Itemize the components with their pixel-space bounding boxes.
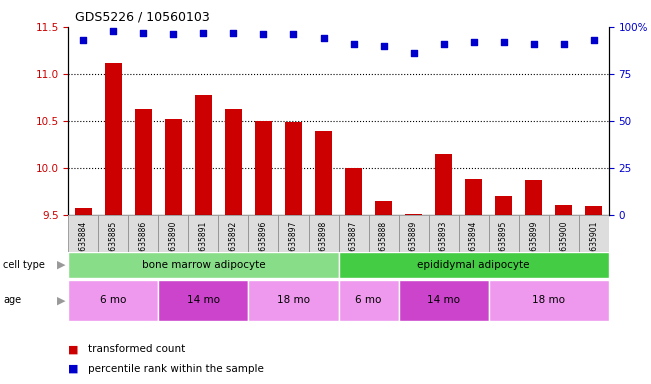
Bar (68, 280, 158, 321)
Text: GSM635899: GSM635899 (529, 220, 538, 267)
Point (138, 30, 148, 36)
Bar (285, 122, 302, 215)
Bar (68, 215, 98, 252)
Bar (465, 179, 482, 215)
Text: GSM635896: GSM635896 (259, 220, 268, 267)
Point (168, 31, 178, 38)
Text: ■: ■ (68, 364, 79, 374)
Point (438, 41, 449, 47)
Bar (549, 215, 579, 252)
Text: bone marrow adipocyte: bone marrow adipocyte (142, 260, 265, 270)
Point (288, 31, 299, 38)
Bar (398, 280, 489, 321)
Bar (489, 280, 609, 321)
Bar (428, 215, 458, 252)
Bar (345, 168, 362, 215)
Bar (279, 215, 309, 252)
Text: GSM635893: GSM635893 (439, 220, 448, 267)
Text: cell type: cell type (3, 260, 45, 270)
Point (589, 37, 599, 43)
Bar (585, 206, 602, 215)
Text: GSM635900: GSM635900 (559, 220, 568, 267)
Bar (105, 63, 122, 215)
Point (198, 30, 208, 36)
Text: 6 mo: 6 mo (355, 295, 381, 306)
Text: GSM635887: GSM635887 (349, 220, 358, 267)
Text: GSM635895: GSM635895 (499, 220, 508, 267)
Text: 18 mo: 18 mo (277, 295, 310, 306)
Text: GSM635894: GSM635894 (469, 220, 478, 267)
Text: ▶: ▶ (57, 295, 65, 306)
Bar (489, 215, 519, 252)
Point (348, 41, 359, 47)
Text: percentile rank within the sample: percentile rank within the sample (88, 364, 264, 374)
Point (378, 43, 389, 49)
Point (499, 39, 509, 45)
Text: ▶: ▶ (57, 260, 65, 270)
Bar (339, 280, 398, 321)
Bar (375, 201, 392, 215)
Bar (255, 121, 271, 215)
Bar (315, 131, 332, 215)
Text: GSM635886: GSM635886 (139, 220, 148, 267)
Bar (525, 180, 542, 215)
Bar (339, 215, 368, 252)
Bar (158, 215, 188, 252)
Point (529, 41, 539, 47)
Text: GSM635897: GSM635897 (289, 220, 298, 267)
Bar (309, 215, 339, 252)
Bar (128, 215, 158, 252)
Point (78, 37, 89, 43)
Text: ■: ■ (68, 344, 79, 354)
Bar (158, 280, 249, 321)
Text: GSM635884: GSM635884 (79, 220, 88, 267)
Point (258, 31, 269, 38)
Text: 14 mo: 14 mo (427, 295, 460, 306)
Bar (225, 109, 242, 215)
Bar (195, 94, 212, 215)
Text: GSM635889: GSM635889 (409, 220, 418, 267)
Bar (68, 215, 609, 252)
Bar (339, 252, 609, 278)
Text: GSM635892: GSM635892 (229, 220, 238, 267)
Text: 14 mo: 14 mo (187, 295, 220, 306)
Text: age: age (3, 295, 21, 306)
Text: GDS5226 / 10560103: GDS5226 / 10560103 (75, 10, 210, 23)
Text: GSM635890: GSM635890 (169, 220, 178, 267)
Bar (219, 215, 249, 252)
Point (318, 35, 329, 41)
Text: GSM635901: GSM635901 (589, 220, 598, 267)
Bar (368, 215, 398, 252)
Bar (406, 214, 422, 215)
Point (559, 41, 569, 47)
Bar (68, 252, 339, 278)
Bar (495, 196, 512, 215)
Bar (436, 154, 452, 215)
Point (469, 39, 479, 45)
Bar (98, 215, 128, 252)
Point (108, 28, 118, 34)
Bar (75, 207, 92, 215)
Bar (398, 215, 428, 252)
Text: transformed count: transformed count (88, 344, 185, 354)
Bar (458, 215, 489, 252)
Text: GSM635888: GSM635888 (379, 220, 388, 266)
Bar (165, 119, 182, 215)
Text: 6 mo: 6 mo (100, 295, 126, 306)
Bar (249, 280, 339, 321)
Bar (249, 215, 279, 252)
Text: GSM635885: GSM635885 (109, 220, 118, 267)
Point (229, 30, 239, 36)
Text: GSM635898: GSM635898 (319, 220, 328, 267)
Text: 18 mo: 18 mo (532, 295, 565, 306)
Bar (188, 215, 219, 252)
Text: GSM635891: GSM635891 (199, 220, 208, 267)
Point (408, 50, 419, 56)
Bar (519, 215, 549, 252)
Bar (579, 215, 609, 252)
Bar (555, 205, 572, 215)
Bar (135, 109, 152, 215)
Text: epididymal adipocyte: epididymal adipocyte (417, 260, 530, 270)
